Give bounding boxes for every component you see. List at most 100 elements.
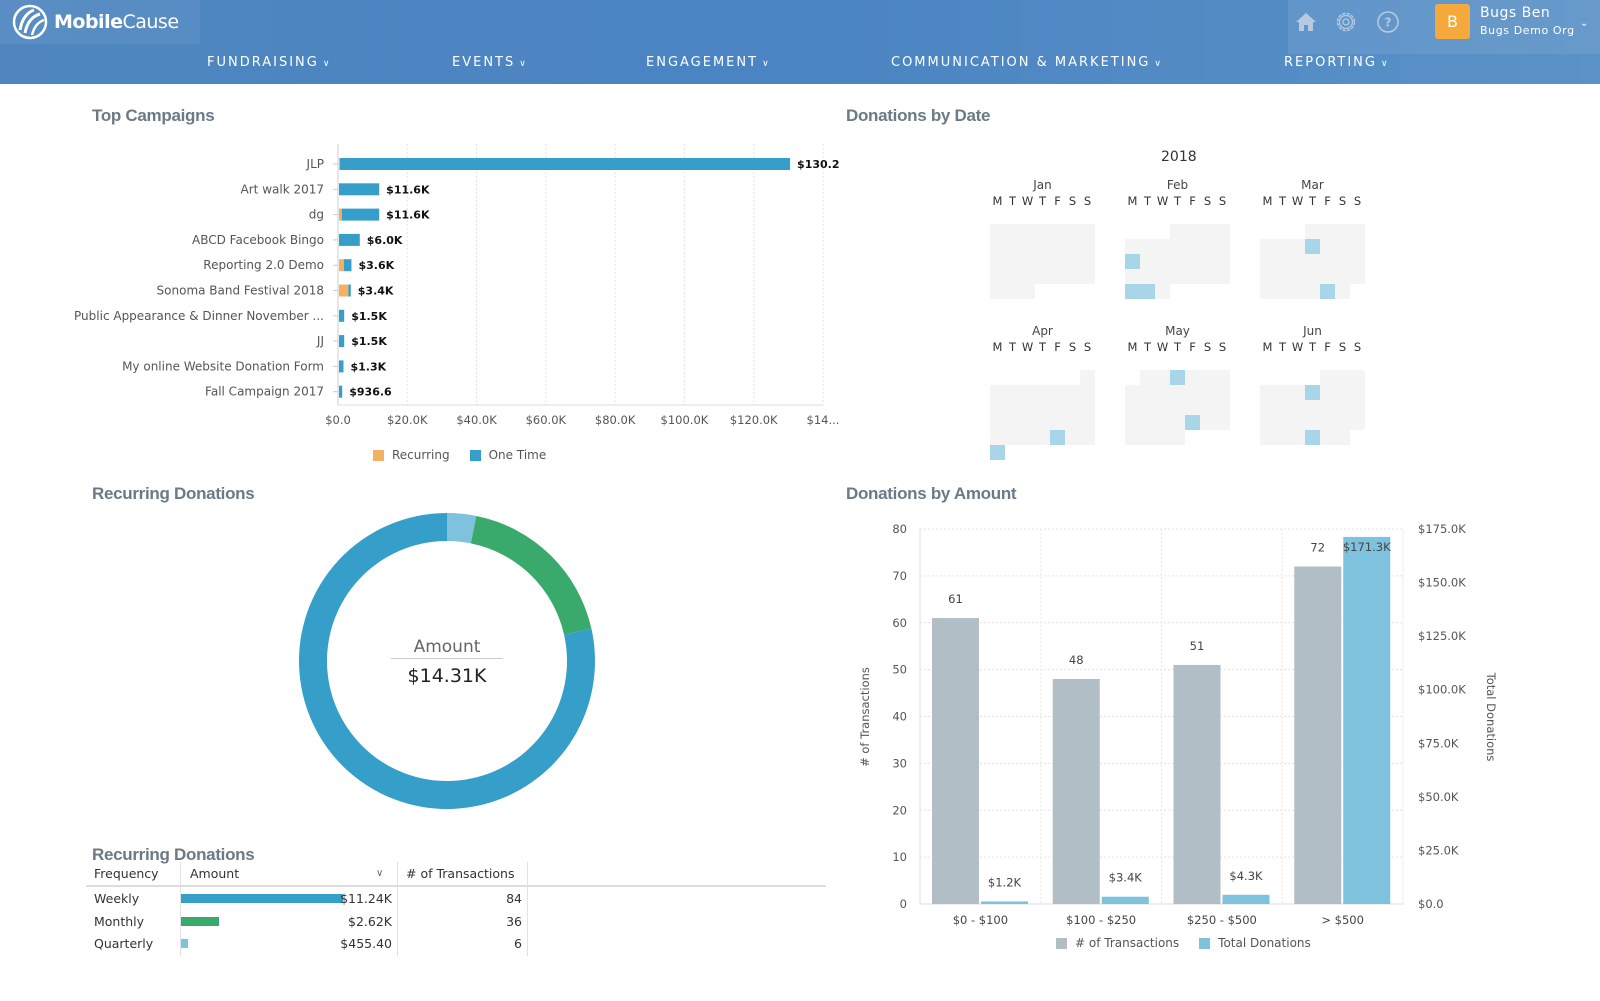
calendar-day[interactable] (1125, 400, 1140, 415)
calendar-day[interactable] (1050, 400, 1065, 415)
calendar-day[interactable] (1185, 370, 1200, 385)
calendar-day[interactable] (1005, 284, 1020, 299)
calendar-day[interactable] (1335, 415, 1350, 430)
calendar-day[interactable] (1260, 415, 1275, 430)
calendar-day[interactable] (1125, 415, 1140, 430)
legend-one-time[interactable]: One Time (469, 448, 546, 462)
calendar-day[interactable] (1335, 284, 1350, 299)
calendar-day[interactable] (1050, 430, 1065, 445)
calendar-day[interactable] (1260, 254, 1275, 269)
calendar-day[interactable] (1170, 400, 1185, 415)
calendar-day[interactable] (1050, 239, 1065, 254)
calendar-day[interactable] (1035, 400, 1050, 415)
calendar-day[interactable] (1140, 385, 1155, 400)
nav-fundraising[interactable]: FUNDRAISING ∨ (207, 55, 330, 70)
calendar-day[interactable] (1140, 254, 1155, 269)
calendar-day[interactable] (1335, 269, 1350, 284)
user-name[interactable]: Bugs Ben (1480, 5, 1551, 21)
calendar-day[interactable] (1320, 269, 1335, 284)
bar-transactions[interactable] (1173, 664, 1221, 904)
calendar-day[interactable] (1170, 430, 1185, 445)
calendar-day[interactable] (1290, 430, 1305, 445)
calendar-day[interactable] (1020, 239, 1035, 254)
calendar-day[interactable] (1035, 224, 1050, 239)
calendar-day[interactable] (1065, 239, 1080, 254)
calendar-day[interactable] (1155, 254, 1170, 269)
calendar-day[interactable] (1065, 254, 1080, 269)
calendar-day[interactable] (1335, 224, 1350, 239)
calendar-day[interactable] (1215, 400, 1230, 415)
calendar-day[interactable] (1185, 415, 1200, 430)
calendar-day[interactable] (1350, 254, 1365, 269)
calendar-day[interactable] (1185, 269, 1200, 284)
calendar-day[interactable] (1350, 400, 1365, 415)
calendar-day[interactable] (1185, 224, 1200, 239)
calendar-day[interactable] (1320, 385, 1335, 400)
calendar-day[interactable] (1200, 269, 1215, 284)
calendar-day[interactable] (1275, 400, 1290, 415)
bar-total-donations[interactable] (981, 901, 1028, 904)
calendar-day[interactable] (1275, 415, 1290, 430)
calendar-day[interactable] (1260, 385, 1275, 400)
calendar-day[interactable] (1215, 385, 1230, 400)
calendar-day[interactable] (1005, 415, 1020, 430)
calendar-day[interactable] (1080, 415, 1095, 430)
calendar-day[interactable] (1155, 430, 1170, 445)
table-row[interactable]: Monthly $2.62K 36 (86, 910, 826, 933)
calendar-day[interactable] (1155, 415, 1170, 430)
calendar-day[interactable] (1140, 400, 1155, 415)
bar-total-donations[interactable] (1101, 896, 1149, 904)
calendar-day[interactable] (1200, 400, 1215, 415)
calendar-day[interactable] (1170, 370, 1185, 385)
calendar-day[interactable] (1305, 430, 1320, 445)
calendar-day[interactable] (1065, 385, 1080, 400)
calendar-day[interactable] (1350, 370, 1365, 385)
calendar-day[interactable] (1290, 415, 1305, 430)
calendar-day[interactable] (1320, 370, 1335, 385)
calendar-day[interactable] (1050, 254, 1065, 269)
calendar-day[interactable] (1125, 385, 1140, 400)
calendar-day[interactable] (1005, 385, 1020, 400)
calendar-day[interactable] (1305, 284, 1320, 299)
calendar-day[interactable] (1020, 284, 1035, 299)
calendar-day[interactable] (1035, 415, 1050, 430)
calendar-day[interactable] (1275, 284, 1290, 299)
help-icon[interactable]: ? (1376, 10, 1400, 34)
calendar-day[interactable] (1305, 385, 1320, 400)
calendar-day[interactable] (1080, 269, 1095, 284)
calendar-day[interactable] (1305, 254, 1320, 269)
calendar-day[interactable] (1155, 400, 1170, 415)
calendar-day[interactable] (1200, 224, 1215, 239)
calendar-day[interactable] (1155, 385, 1170, 400)
table-row[interactable]: Weekly $11.24K 84 (86, 887, 826, 910)
calendar-day[interactable] (1305, 224, 1320, 239)
calendar-day[interactable] (1185, 400, 1200, 415)
home-icon[interactable] (1294, 10, 1318, 34)
header-transactions[interactable]: # of Transactions (406, 866, 515, 881)
calendar-day[interactable] (1350, 385, 1365, 400)
calendar-day[interactable] (1005, 269, 1020, 284)
calendar-day[interactable] (1260, 239, 1275, 254)
calendar-day[interactable] (1170, 224, 1185, 239)
calendar-day[interactable] (1140, 269, 1155, 284)
calendar-day[interactable] (1200, 239, 1215, 254)
calendar-day[interactable] (1215, 370, 1230, 385)
calendar-day[interactable] (990, 445, 1005, 460)
calendar-day[interactable] (1260, 269, 1275, 284)
calendar-day[interactable] (1065, 430, 1080, 445)
calendar-day[interactable] (1335, 370, 1350, 385)
calendar-day[interactable] (1305, 415, 1320, 430)
calendar-day[interactable] (1350, 415, 1365, 430)
calendar-day[interactable] (1170, 239, 1185, 254)
chevron-down-icon[interactable]: ⌄ (1580, 18, 1589, 29)
calendar-day[interactable] (1035, 254, 1050, 269)
header-frequency[interactable]: Frequency (94, 866, 159, 881)
calendar-day[interactable] (1260, 430, 1275, 445)
calendar-day[interactable] (1080, 400, 1095, 415)
calendar-day[interactable] (1125, 430, 1140, 445)
header-amount[interactable]: Amount (190, 866, 240, 881)
legend-transactions[interactable]: # of Transactions (1056, 936, 1179, 950)
calendar-day[interactable] (1335, 430, 1350, 445)
bar-total-donations[interactable] (1343, 536, 1391, 904)
calendar-day[interactable] (1125, 254, 1140, 269)
